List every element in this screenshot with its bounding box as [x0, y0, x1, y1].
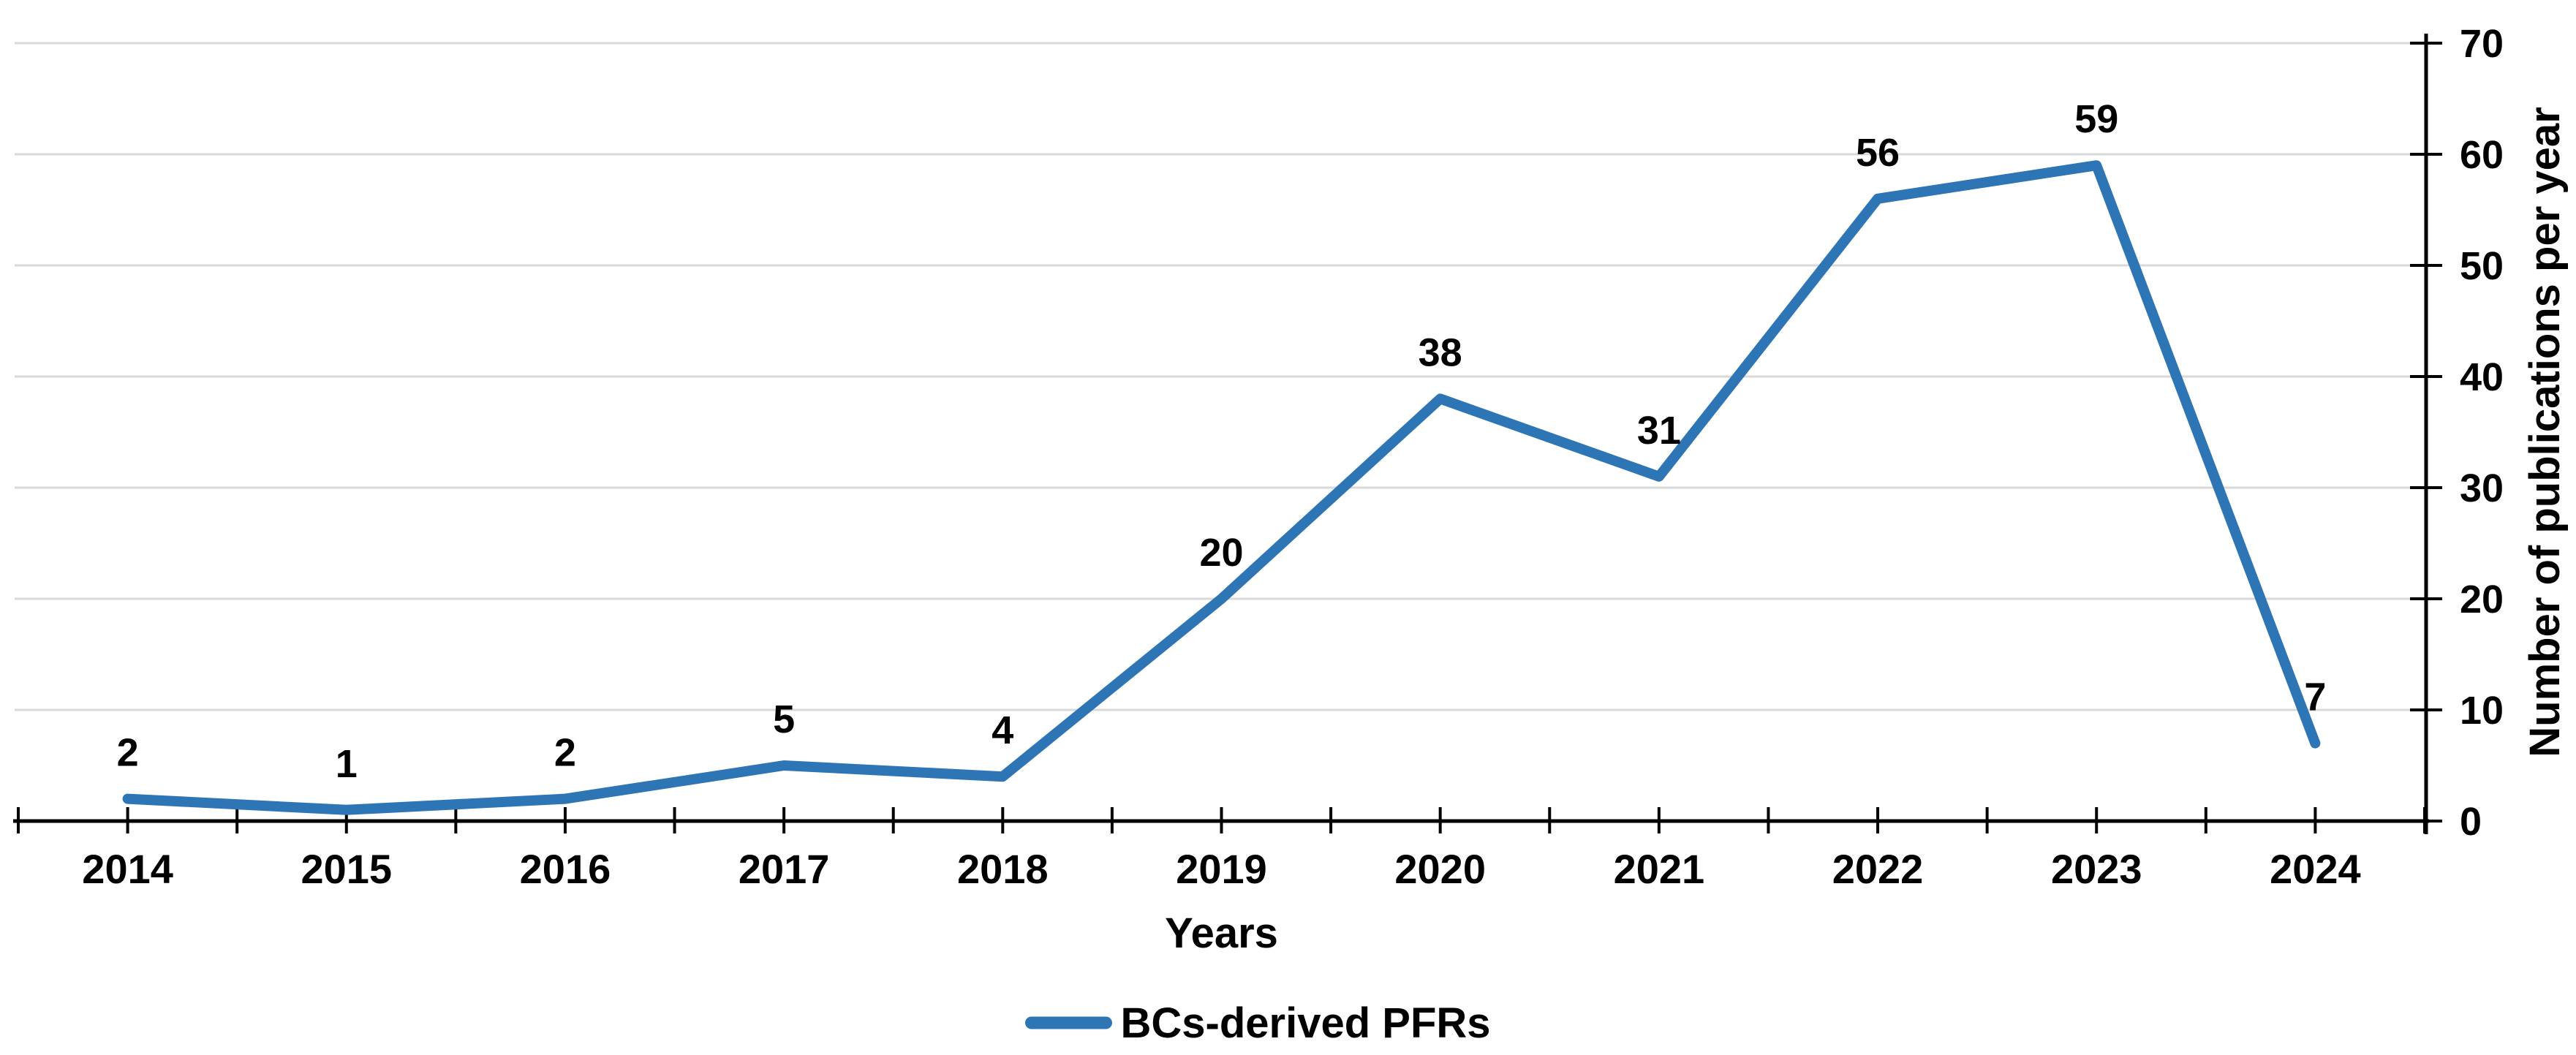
legend-label: BCs-derived PFRs [1121, 999, 1491, 1047]
data-label: 1 [336, 742, 358, 786]
x-tick-label: 2024 [2270, 846, 2361, 892]
x-tick-label: 2015 [301, 846, 392, 892]
data-label: 31 [1637, 409, 1681, 453]
y-tick-label: 70 [2460, 22, 2504, 66]
y-tick-label: 20 [2460, 578, 2504, 621]
series-layer [122, 160, 2321, 815]
y-tick-label: 30 [2460, 466, 2504, 510]
x-tick-label: 2017 [739, 846, 830, 892]
x-axis-title: Years [1165, 910, 1278, 957]
x-tick-label: 2014 [82, 846, 173, 892]
y-tick-label: 60 [2460, 133, 2504, 177]
y-tick-label: 10 [2460, 689, 2504, 733]
x-tick-label: 2022 [1832, 846, 1924, 892]
x-tick-label: 2023 [2051, 846, 2142, 892]
legend-layer: BCs-derived PFRs [1025, 999, 1491, 1047]
data-label: 59 [2074, 97, 2118, 141]
data-label: 38 [1419, 330, 1462, 374]
data-label: 56 [1856, 131, 1900, 175]
x-tick-label: 2020 [1394, 846, 1486, 892]
x-tick-label: 2019 [1176, 846, 1267, 892]
y-tick-label: 50 [2460, 244, 2504, 288]
data-label: 20 [1199, 531, 1243, 575]
series-line [122, 160, 2321, 815]
axis-titles-layer: Years Number of publications per year [1165, 107, 2569, 957]
data-label: 2 [554, 731, 576, 775]
data-label: 5 [773, 697, 795, 741]
y-tick-label: 0 [2460, 800, 2482, 844]
gridlines-layer [15, 42, 2426, 711]
y-axis-title: Number of publications per year [2521, 107, 2569, 757]
data-label: 2 [117, 731, 139, 775]
x-tick-label: 2018 [957, 846, 1049, 892]
y-tick-label: 40 [2460, 355, 2504, 399]
data-labels-layer: 2 1 2 5 4 20 38 31 56 59 7 [117, 97, 2327, 786]
x-tick-label: 2016 [520, 846, 611, 892]
data-label: 4 [992, 708, 1013, 752]
data-label: 7 [2304, 676, 2326, 719]
x-tick-label: 2021 [1614, 846, 1705, 892]
